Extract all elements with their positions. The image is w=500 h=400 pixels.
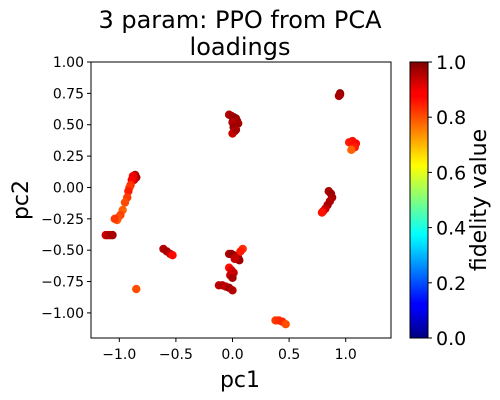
y-tick-label: 0.00 <box>53 180 84 196</box>
data-point <box>228 273 237 282</box>
y-tick-label: −0.50 <box>41 243 84 259</box>
x-tick-label: 0.5 <box>278 347 300 363</box>
x-axis-ticks: −1.0 −0.5 0.0 0.5 1.0 <box>102 338 357 363</box>
colorbar-ticks: 0.0 0.2 0.4 0.6 0.8 1.0 <box>428 52 466 350</box>
colorbar-tick-label: 0.0 <box>436 328 466 350</box>
data-point <box>347 145 356 155</box>
y-axis-label: pc2 <box>9 180 34 220</box>
data-point <box>317 208 327 217</box>
data-point <box>108 230 117 240</box>
y-tick-label: −0.75 <box>41 275 84 291</box>
data-point <box>230 254 239 264</box>
y-tick-label: 1.00 <box>53 55 84 71</box>
colorbar-label: fidelity value <box>467 129 492 271</box>
y-tick-label: 0.50 <box>53 118 84 134</box>
colorbar-tick-label: 0.2 <box>436 273 466 295</box>
plot-area-frame <box>90 61 392 339</box>
x-axis-label: pc1 <box>220 368 260 393</box>
x-tick-label: 0.0 <box>221 347 243 363</box>
data-points <box>101 89 361 329</box>
data-point <box>228 286 237 295</box>
data-point <box>334 91 344 101</box>
y-tick-label: 0.25 <box>53 149 84 165</box>
x-tick-label: 1.0 <box>335 347 357 363</box>
data-point <box>120 198 130 207</box>
data-point <box>281 320 290 329</box>
x-tick-label: −1.0 <box>102 347 136 363</box>
chart-title-line-2: loadings <box>190 33 291 61</box>
colorbar-tick-label: 1.0 <box>436 52 466 74</box>
x-tick-label: −0.5 <box>159 347 193 363</box>
y-tick-label: −1.00 <box>41 306 84 322</box>
y-tick-label: 0.75 <box>53 86 84 102</box>
y-axis-ticks: 1.00 0.75 0.50 0.25 0.00 −0.25 −0.50 −0.75 −1.00 <box>41 55 91 322</box>
y-tick-label: −0.25 <box>41 212 84 228</box>
colorbar-tick-label: 0.6 <box>436 162 466 184</box>
chart-title-line-1: 3 param: PPO from PCA <box>98 6 382 34</box>
colorbar-tick-label: 0.4 <box>436 218 466 240</box>
colorbar <box>409 61 429 339</box>
colorbar-tick-label: 0.8 <box>436 107 466 129</box>
data-point <box>124 187 133 196</box>
data-point <box>231 125 241 134</box>
data-point <box>236 247 245 256</box>
data-point <box>132 284 141 294</box>
data-point <box>168 251 177 260</box>
data-point <box>110 214 119 224</box>
